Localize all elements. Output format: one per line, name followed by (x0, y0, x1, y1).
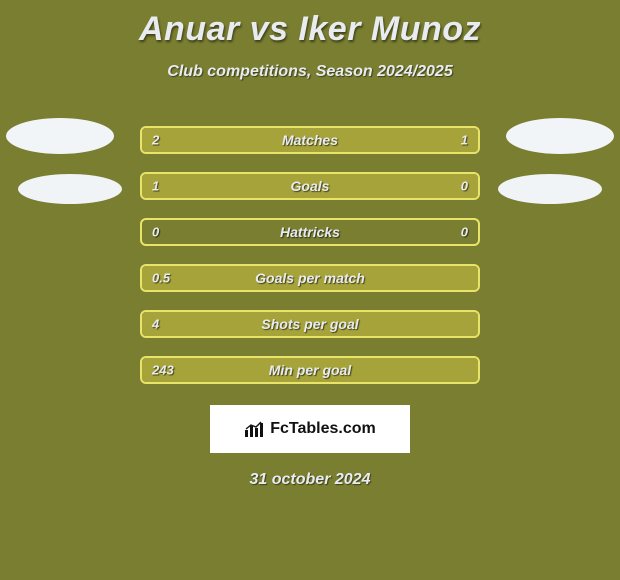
stat-label: Goals per match (255, 270, 365, 286)
stat-bar-left (142, 174, 401, 198)
stat-value-left: 0.5 (152, 271, 170, 286)
player-avatar-left-2 (18, 174, 122, 204)
player-avatar-right-1 (506, 118, 614, 154)
stat-bar: 0 Hattricks 0 (140, 218, 480, 246)
stat-value-left: 4 (152, 317, 159, 332)
stat-value-left: 2 (152, 133, 159, 148)
stat-label: Shots per goal (261, 316, 358, 332)
page-title: Anuar vs Iker Munoz (0, 0, 620, 49)
stat-label: Min per goal (269, 362, 351, 378)
stat-bar: 2 Matches 1 (140, 126, 480, 154)
stat-bar: 4 Shots per goal (140, 310, 480, 338)
logo-box: FcTables.com (210, 405, 410, 453)
stat-label: Goals (291, 178, 330, 194)
stat-value-left: 243 (152, 363, 174, 378)
stat-bar: 243 Min per goal (140, 356, 480, 384)
logo-text: FcTables.com (270, 420, 376, 438)
stat-row: 0 Hattricks 0 (0, 209, 620, 255)
stat-value-right: 0 (461, 225, 468, 240)
stat-row: 243 Min per goal (0, 347, 620, 393)
stat-bar: 0.5 Goals per match (140, 264, 480, 292)
stat-value-right: 1 (461, 133, 468, 148)
page-subtitle: Club competitions, Season 2024/2025 (0, 63, 620, 81)
stat-bar: 1 Goals 0 (140, 172, 480, 200)
stat-value-left: 0 (152, 225, 159, 240)
stat-row: 4 Shots per goal (0, 301, 620, 347)
player-avatar-right-2 (498, 174, 602, 204)
date-label: 31 october 2024 (0, 471, 620, 489)
stat-value-left: 1 (152, 179, 159, 194)
player-avatar-left-1 (6, 118, 114, 154)
stat-row: 0.5 Goals per match (0, 255, 620, 301)
stat-label: Matches (282, 132, 338, 148)
stats-block: 2 Matches 1 1 Goals 0 0 Hattricks 0 (0, 117, 620, 393)
stat-label: Hattricks (280, 224, 340, 240)
stat-value-right: 0 (461, 179, 468, 194)
bar-chart-icon (244, 420, 266, 438)
